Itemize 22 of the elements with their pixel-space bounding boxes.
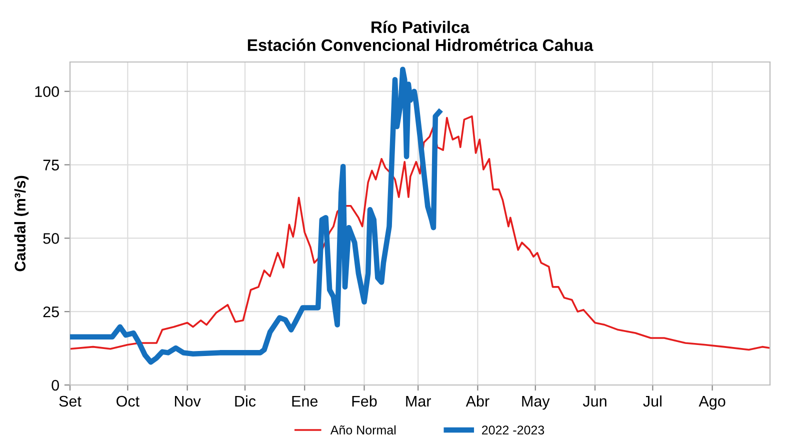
x-tick-label: Oct (116, 396, 140, 407)
y-tick-label: 0 (52, 380, 59, 391)
y-tick-label: 50 (43, 233, 59, 244)
x-tick-label: May (522, 396, 550, 410)
x-tick-label: Dic (235, 395, 256, 407)
line-series (70, 115, 770, 351)
x-tick-label: Nov (174, 396, 201, 407)
y-axis-title: Caudal (m³/s) (14, 176, 29, 272)
y-tick-label: 100 (35, 86, 59, 98)
x-tick-label: Jun (582, 396, 606, 407)
x-tick-label: Ene (292, 396, 318, 407)
y-tick-label: 75 (43, 160, 59, 170)
x-tick-label: Mar (406, 396, 431, 407)
legend-label: Año Normal (330, 425, 396, 434)
legend-label: 2022 -2023 (482, 426, 544, 434)
x-tick-label: Feb (352, 395, 377, 407)
y-tick-label: 25 (43, 306, 59, 318)
chart-title: Río Pativilca Estación Convencional Hidrométrica Cahua (248, 20, 594, 52)
x-tick-label: Set (59, 396, 82, 407)
x-tick-label: Abr (466, 395, 490, 407)
x-tick-label: Jul (643, 395, 662, 407)
x-tick-label: Ago (698, 396, 726, 410)
